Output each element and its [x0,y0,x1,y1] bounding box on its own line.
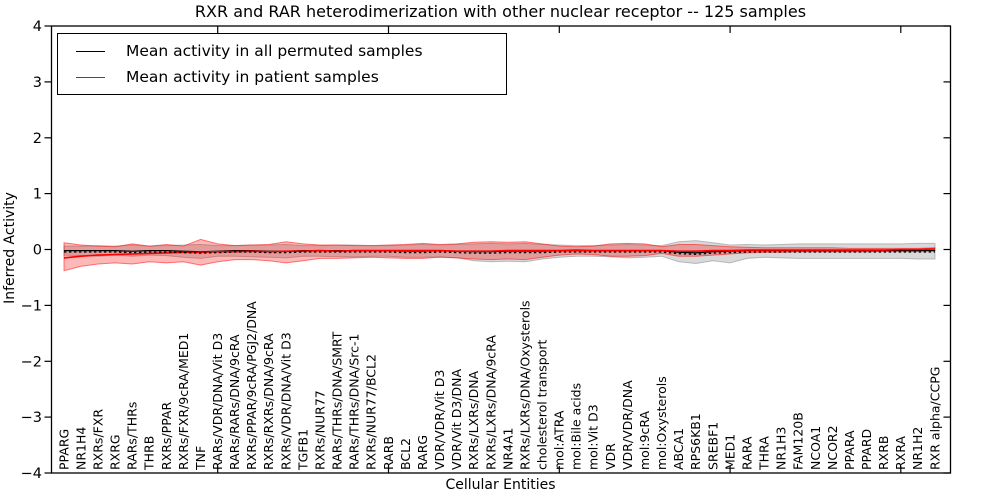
x-category-label: mol:Bile acids [569,383,584,470]
x-category-label: RXRs/FXR/9cRA/MED1 [176,333,191,470]
x-category-label: BCL2 [398,438,413,470]
x-category-label: THRB [142,436,157,471]
x-category-label: mol:ATRA [552,410,567,470]
x-category-label: RXRs/PPAR/9cRA/PGJ2/DNA [244,301,259,470]
y-tick-label: 3 [33,75,42,91]
y-tick-label: −1 [21,298,42,314]
y-tick-label: 1 [33,187,42,203]
x-category-label: PPARA [842,430,857,470]
x-category-label: PPARG [56,429,71,470]
x-category-label: RXRs/VDR/DNA/Vit D3 [278,332,293,470]
x-category-label: PPARD [859,429,874,470]
x-category-label: RXRs/NUR77/BCL2 [364,354,379,470]
x-category-label: NCOR2 [825,425,840,470]
permuted-line-sample-icon [76,50,105,52]
x-category-label: NR1H2 [910,427,925,470]
x-category-label: RARB [381,436,396,470]
x-axis-major-ticks [217,26,902,473]
legend: Mean activity in all permuted samples Me… [57,33,507,95]
x-category-label: RARA [739,436,754,470]
x-category-label: RXR alpha/CCPG [927,367,942,470]
x-category-label: SREBF1 [705,422,720,470]
x-category-label: cholesterol transport [535,339,550,470]
x-category-label: RARs/RARs/DNA/9cRA [227,334,242,470]
y-tick-label: −3 [21,410,42,426]
x-category-label: RXRA [893,436,908,470]
x-category-label: VDR/VDR/Vit D3 [432,370,447,470]
permuted-median-dashes [64,251,935,255]
legend-label-patient: Mean activity in patient samples [126,68,379,86]
x-category-label: RXRs/PPAR [159,402,174,470]
x-category-label: RXRG [108,434,123,470]
x-category-label: NR1H3 [774,427,789,470]
x-category-label: MED1 [722,434,737,470]
y-tick-label: −2 [21,354,42,370]
x-category-label: RARs/VDR/DNA/Vit D3 [210,333,225,470]
legend-item-patient: Mean activity in patient samples [58,68,506,86]
x-category-label: RXRs/LXRs/DNA/Oxysterols [517,300,532,470]
x-category-label: NR4A1 [500,428,515,471]
patient-line-sample-icon [76,76,105,78]
y-axis-label: Inferred Activity [2,192,18,304]
x-category-label: RXRs/FXR [91,409,106,470]
x-category-label: NCOA1 [808,426,823,470]
x-category-label: RXRB [876,435,891,470]
x-category-label: NR1H4 [73,427,88,470]
x-category-label: mol:Oxysterols [654,376,669,470]
x-category-label: RARs/THRs/DNA/Src-1 [347,334,362,470]
x-category-label: VDR [603,443,618,470]
x-category-label: TGFB1 [295,429,310,471]
y-tick-label: 4 [33,19,42,35]
y-axis-ticks: 4 3 2 1 0 −1 −2 −3 −4 [21,19,951,482]
legend-label-permuted: Mean activity in all permuted samples [126,42,423,60]
x-category-label: ABCA1 [671,428,686,470]
x-category-label: FAM120B [791,412,806,470]
x-category-label: RPS6KB1 [688,413,703,470]
patient-mean-line [63,248,936,259]
y-tick-label: 0 [33,243,42,259]
x-category-label: TNF [193,446,208,471]
x-category-label: RARG [415,435,430,470]
x-category-label: RXRs/NUR77 [313,390,328,470]
x-axis-label: Cellular Entities [445,477,556,493]
x-category-label: RARs/THRs/DNA/SMRT [330,331,345,470]
legend-item-permuted: Mean activity in all permuted samples [58,42,506,60]
x-category-label: RXRs/LXRs/DNA [466,370,481,470]
y-tick-label: 2 [33,131,42,147]
y-tick-label: −4 [21,466,42,482]
x-category-label: RXRs/RXRs/DNA/9cRA [261,333,276,470]
x-category-label: RARs/THRs [125,402,140,470]
x-category-label: mol:9cRA [637,410,652,470]
x-category-label: THRA [757,436,772,471]
x-category-labels: PPARG NR1H4 RXRs/FXR RXRG RARs/THRs THRB RXRs/… [56,300,942,471]
x-category-label: RXRs/LXRs/DNA/9cRA [483,335,498,470]
x-category-label: VDR/Vit D3/DNA [449,369,464,470]
chart-title: RXR and RAR heterodimerization with othe… [194,2,807,21]
x-category-label: mol:Vit D3 [586,404,601,470]
x-category-label: VDR/VDR/DNA [620,380,635,470]
